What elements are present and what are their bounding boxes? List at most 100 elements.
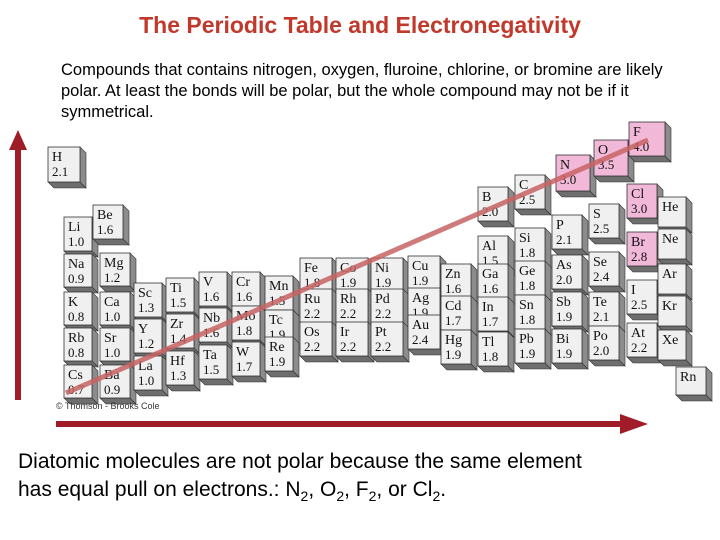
element-symbol: C bbox=[519, 178, 528, 193]
element-cell-in: In1.7 bbox=[477, 296, 515, 338]
element-cell-i: I2.5 bbox=[626, 279, 664, 321]
element-symbol: La bbox=[138, 359, 154, 374]
cell-side-face bbox=[507, 296, 515, 338]
element-symbol: Zr bbox=[170, 317, 184, 332]
cell-face bbox=[335, 288, 369, 324]
cell-side-face bbox=[618, 291, 626, 333]
cell-face bbox=[133, 318, 163, 354]
element-symbol: Os bbox=[304, 325, 320, 340]
electronegativity-value: 1.8 bbox=[236, 323, 252, 338]
electronegativity-figure: H2.1Li1.0Be1.6Na0.9Mg1.2K0.8Ca1.0Rb0.8Sr… bbox=[9, 121, 713, 434]
element-cell-k: K0.8 bbox=[63, 291, 99, 332]
electronegativity-value: 1.0 bbox=[104, 345, 120, 360]
element-cell-ne: Ne bbox=[657, 228, 693, 266]
cell-face bbox=[370, 288, 404, 324]
element-symbol: Pb bbox=[519, 332, 534, 347]
cell-side-face bbox=[507, 186, 515, 228]
electronegativity-value: 1.2 bbox=[104, 270, 120, 285]
formula-cl2-symbol: Cl bbox=[412, 478, 433, 501]
separator: , bbox=[308, 478, 320, 501]
cell-face bbox=[198, 271, 228, 307]
element-symbol: Cr bbox=[236, 275, 250, 290]
cell-face bbox=[63, 291, 93, 326]
element-symbol: Zn bbox=[445, 267, 461, 282]
element-cell-sc: Sc1.3 bbox=[133, 282, 169, 324]
cell-face bbox=[657, 228, 687, 260]
element-symbol: Cd bbox=[445, 299, 461, 314]
element-symbol: Br bbox=[631, 235, 645, 250]
cell-side-face bbox=[618, 325, 626, 367]
electronegativity-value: 2.2 bbox=[340, 306, 356, 321]
cell-face bbox=[657, 295, 687, 327]
electronegativity-value: 2.1 bbox=[52, 164, 68, 179]
element-symbol: Te bbox=[593, 295, 607, 310]
cell-face bbox=[514, 328, 546, 364]
element-cell-p: P2.1 bbox=[551, 214, 589, 256]
electronegativity-value: 1.3 bbox=[170, 368, 186, 383]
element-symbol: Ti bbox=[170, 281, 182, 296]
element-symbol: Ir bbox=[340, 325, 350, 340]
element-cell-cl: Cl3.0 bbox=[626, 183, 664, 225]
element-symbol: H bbox=[52, 150, 62, 165]
element-symbol: Ta bbox=[203, 348, 218, 363]
electronegativity-value: 3.0 bbox=[631, 201, 647, 216]
element-cell-be: Be1.6 bbox=[92, 204, 130, 246]
cell-side-face bbox=[544, 294, 552, 336]
element-cell-hf: Hf1.3 bbox=[165, 350, 201, 392]
element-cell-la: La1.0 bbox=[133, 355, 169, 397]
electronegativity-value: 1.7 bbox=[445, 313, 462, 328]
cell-face bbox=[99, 327, 131, 362]
element-symbol: V bbox=[203, 275, 213, 290]
cell-side-face bbox=[581, 214, 589, 256]
cell-side-face bbox=[581, 291, 589, 333]
electronegativity-value: 1.9 bbox=[375, 275, 391, 290]
element-symbol: Hf bbox=[170, 354, 185, 369]
electronegativity-value: 1.8 bbox=[519, 245, 535, 260]
element-symbol: Al bbox=[482, 239, 496, 254]
element-cell-at: At2.2 bbox=[626, 322, 664, 364]
electronegativity-value: 1.6 bbox=[203, 289, 220, 304]
cell-side-face bbox=[292, 336, 300, 378]
electronegativity-value: 1.9 bbox=[519, 346, 535, 361]
formula-o2-symbol: O bbox=[319, 478, 337, 501]
element-symbol: Ne bbox=[662, 232, 678, 247]
element-cell-xe: Xe bbox=[657, 329, 693, 367]
trend-line bbox=[65, 137, 649, 396]
element-symbol: P bbox=[556, 218, 564, 233]
element-symbol: Po bbox=[593, 329, 608, 344]
element-symbol: Na bbox=[68, 257, 85, 272]
cell-face bbox=[675, 366, 707, 396]
element-symbol: Tc bbox=[269, 313, 283, 328]
element-symbol: In bbox=[482, 300, 494, 315]
cell-face bbox=[335, 321, 369, 357]
cell-face bbox=[231, 341, 261, 377]
cell-face bbox=[99, 291, 131, 326]
electronegativity-value: 2.1 bbox=[556, 232, 572, 247]
element-cell-pt: Pt2.2 bbox=[370, 321, 410, 363]
element-cell-ar: Ar bbox=[657, 263, 693, 301]
electronegativity-value: 1.8 bbox=[519, 312, 535, 327]
element-cell-mg: Mg1.2 bbox=[99, 252, 137, 293]
cell-face bbox=[299, 288, 333, 324]
cell-side-face bbox=[618, 251, 626, 293]
electronegativity-value: 1.7 bbox=[236, 359, 253, 374]
cell-face bbox=[440, 263, 472, 299]
element-symbol: Be bbox=[97, 208, 113, 223]
formula-cl2-subscript: 2 bbox=[432, 488, 441, 505]
electronegativity-value: 1.3 bbox=[138, 300, 154, 315]
horizontal-arrowhead bbox=[620, 414, 648, 434]
element-cell-au: Au2.4 bbox=[407, 314, 447, 356]
electronegativity-value: 1.8 bbox=[519, 278, 535, 293]
electronegativity-value: 1.5 bbox=[170, 295, 186, 310]
element-symbol: Au bbox=[412, 318, 429, 333]
element-symbol: Cu bbox=[412, 259, 428, 274]
cell-bottom-face bbox=[370, 355, 410, 363]
electronegativity-value: 2.4 bbox=[412, 332, 429, 347]
electronegativity-value: 1.9 bbox=[445, 347, 461, 362]
element-cell-na: Na0.9 bbox=[63, 253, 99, 294]
electronegativity-value: 2.5 bbox=[593, 221, 609, 236]
cell-face bbox=[551, 214, 583, 250]
element-cell-sn: Sn1.8 bbox=[514, 294, 552, 336]
element-cell-f: F4.0 bbox=[628, 121, 672, 163]
element-symbol: Kr bbox=[662, 299, 677, 314]
